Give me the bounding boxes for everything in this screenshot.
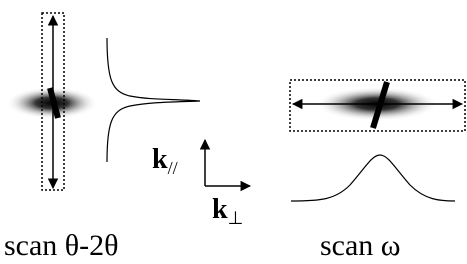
- diagram: k// k⊥ scan θ-2θ scan ω: [0, 0, 467, 264]
- peak-profile: [291, 155, 455, 201]
- caption: scan ω: [320, 229, 401, 262]
- caption: scan θ-2θ: [4, 229, 119, 262]
- k-parallel: k//: [152, 144, 178, 178]
- k-perpendicular: k⊥: [212, 194, 243, 228]
